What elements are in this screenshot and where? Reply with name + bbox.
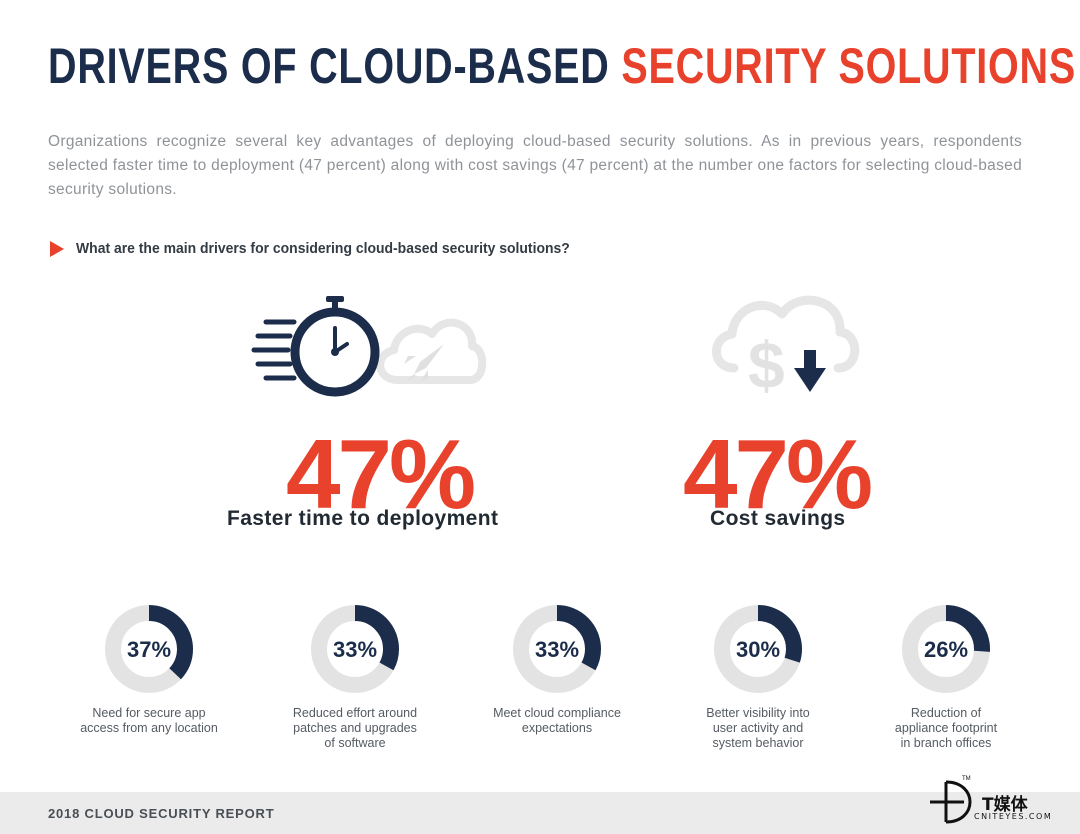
donut-percentage: 30% xyxy=(736,637,780,662)
donut-value-arc xyxy=(714,605,802,693)
donut-chart: 37% xyxy=(105,605,193,693)
page-title: DRIVERS OF CLOUD-BASED SECURITY SOLUTION… xyxy=(48,36,1076,96)
stopwatch-rocket-cloud-icon xyxy=(251,296,487,397)
donut-percentage: 33% xyxy=(333,637,377,662)
watermark-chinese-text: T媒体 xyxy=(982,795,1028,815)
title-part-2: SECURITY SOLUTIONS xyxy=(621,38,1077,94)
survey-question: What are the main drivers for considerin… xyxy=(50,240,607,257)
donut-value-arc xyxy=(902,605,990,693)
donut-label: Reduced effort around patches and upgrad… xyxy=(292,706,418,750)
footer-bar: 2018 CLOUD SECURITY REPORT xyxy=(0,792,1080,834)
donut-chart-item: 30% Better visibility into user activity … xyxy=(673,604,843,751)
donut-chart-item: 33% Meet cloud compliance expectations xyxy=(472,604,642,736)
footer-text: 2018 CLOUD SECURITY REPORT xyxy=(48,806,275,821)
donut-label: Meet cloud compliance expectations xyxy=(493,706,621,735)
donut-value-arc xyxy=(311,605,399,693)
play-triangle-icon xyxy=(50,240,64,257)
donut-chart-item: 37% Need for secure app access from any l… xyxy=(64,604,234,736)
donut-percentage: 26% xyxy=(924,637,968,662)
intro-paragraph: Organizations recognize several key adva… xyxy=(48,133,1022,198)
trademark-mark: TM xyxy=(962,776,971,782)
cost-savings-label: Cost savings xyxy=(710,507,846,530)
svg-text:$: $ xyxy=(748,328,785,396)
donut-percentage: 33% xyxy=(535,637,579,662)
donut-chart-item: 33% Reduced effort around patches and upg… xyxy=(270,604,440,751)
donut-chart: 26% xyxy=(902,605,990,693)
deployment-label: Faster time to deployment xyxy=(227,507,499,530)
title-part-1: DRIVERS OF CLOUD-BASED xyxy=(48,38,622,94)
watermark-mark-icon xyxy=(930,780,972,824)
donut-chart: 33% xyxy=(513,605,601,693)
donut-label: Better visibility into user activity and… xyxy=(706,706,810,750)
dollar-cloud-down-arrow-icon: $ xyxy=(712,295,860,396)
donut-value-arc xyxy=(105,605,193,693)
watermark-url-text: CNITEYES.COM xyxy=(974,812,1053,821)
donut-label: Reduction of appliance footprint in bran… xyxy=(894,706,998,750)
watermark-logo: TM T媒体 CNITEYES.COM xyxy=(928,776,1068,826)
donut-label: Need for secure app access from any loca… xyxy=(80,706,218,735)
donut-percentage: 37% xyxy=(127,637,171,662)
cost-savings-percentage: 47% xyxy=(683,419,873,529)
donut-chart: 30% xyxy=(714,605,802,693)
deployment-percentage: 47% xyxy=(286,419,476,529)
donut-chart: 33% xyxy=(311,605,399,693)
donut-value-arc xyxy=(513,605,601,693)
donut-chart-item: 26% Reduction of appliance footprint in b… xyxy=(861,604,1031,751)
question-text: What are the main drivers for considerin… xyxy=(76,240,570,257)
